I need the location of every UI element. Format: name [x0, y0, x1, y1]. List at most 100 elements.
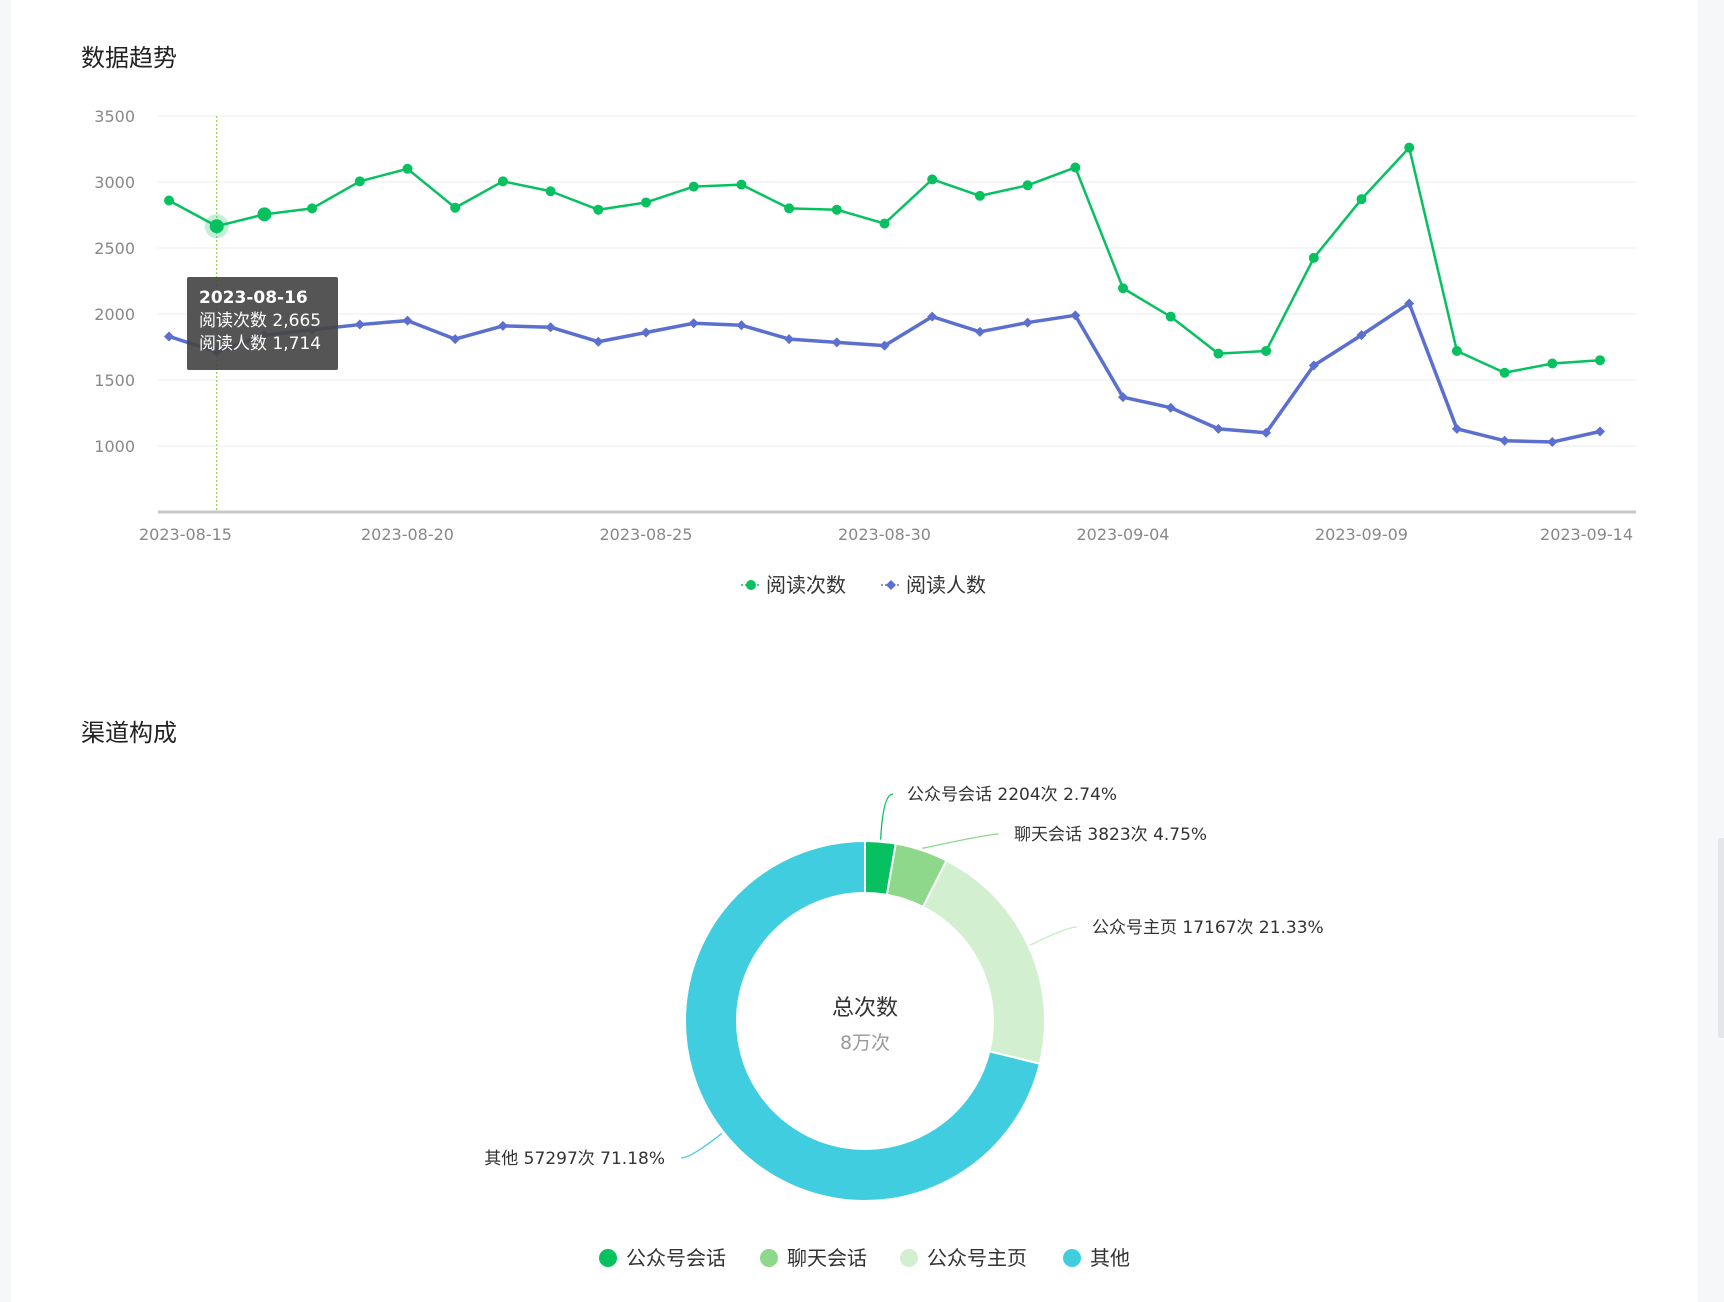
series-reads[interactable] [164, 142, 1605, 378]
data-point[interactable] [354, 319, 365, 330]
data-point[interactable] [593, 336, 604, 347]
data-point[interactable] [545, 322, 556, 333]
series-layer[interactable] [164, 142, 1605, 448]
data-point[interactable] [1213, 348, 1224, 359]
data-point[interactable] [1451, 345, 1462, 356]
series-line [168, 301, 1601, 444]
series-line [168, 146, 1601, 374]
data-point[interactable] [1118, 283, 1128, 294]
data-point[interactable] [1022, 180, 1033, 191]
data-point[interactable] [1165, 402, 1176, 413]
donut-legend-item[interactable]: 其他 [1063, 1246, 1130, 1270]
data-point[interactable] [1595, 355, 1605, 366]
legend-dot [760, 1249, 778, 1267]
data-point[interactable] [1595, 426, 1605, 437]
donut-legend-item[interactable]: 聊天会话 [760, 1246, 867, 1270]
data-point[interactable] [1070, 162, 1081, 173]
data-point[interactable] [257, 207, 272, 222]
data-point[interactable] [164, 195, 174, 206]
data-point[interactable] [1261, 427, 1272, 438]
donut-legend-item[interactable]: 公众号主页 [900, 1246, 1027, 1270]
line-legend[interactable]: 阅读次数 阅读人数 [741, 573, 986, 597]
channel-donut-chart[interactable]: 公众号会话 2204次 2.74% 聊天会话 3823次 4.75% 公众号主页 1… [11, 662, 1698, 1302]
data-point[interactable] [450, 334, 461, 345]
data-point[interactable] [1451, 423, 1462, 434]
data-point[interactable] [164, 331, 174, 342]
data-point[interactable] [688, 318, 699, 329]
data-point[interactable] [450, 202, 461, 213]
data-point[interactable] [927, 311, 938, 322]
data-point[interactable] [1118, 392, 1128, 403]
y-tick-label: 2000 [94, 305, 135, 324]
legend-item-reads[interactable]: 阅读次数 [741, 573, 846, 597]
data-point[interactable] [1070, 310, 1081, 321]
data-point[interactable] [641, 327, 651, 338]
data-point[interactable] [831, 337, 842, 348]
data-point[interactable] [1308, 252, 1319, 263]
data-point[interactable] [354, 176, 365, 187]
y-axis: 1000 1500 2000 2500 3000 3500 [94, 107, 135, 456]
data-point[interactable] [879, 340, 890, 351]
data-point[interactable] [831, 204, 842, 215]
y-tick-label: 1500 [94, 371, 135, 390]
data-point[interactable] [736, 179, 747, 190]
donut-legend[interactable]: 公众号会话 聊天会话 公众号主页 其他 [599, 1246, 1130, 1270]
donut-center: 总次数 8万次 [832, 996, 898, 1054]
data-point[interactable] [1165, 311, 1176, 322]
legend-label: 阅读次数 [766, 573, 846, 597]
data-point[interactable] [209, 219, 224, 234]
y-tick-label: 3000 [94, 173, 135, 192]
data-point[interactable] [1261, 345, 1272, 356]
data-point[interactable] [1022, 317, 1033, 328]
data-point[interactable] [1547, 358, 1558, 369]
data-point[interactable] [545, 186, 556, 197]
data-point[interactable] [593, 204, 604, 215]
data-point[interactable] [497, 176, 508, 187]
data-point[interactable] [1356, 330, 1367, 341]
donut-slices[interactable] [684, 839, 1046, 1202]
legend-label: 其他 [1090, 1246, 1130, 1270]
data-point[interactable] [688, 181, 699, 192]
legend-dot [599, 1249, 617, 1267]
donut-slice[interactable] [684, 839, 1042, 1202]
data-point[interactable] [402, 315, 413, 326]
data-point[interactable] [1499, 435, 1510, 446]
data-point[interactable] [497, 320, 508, 331]
callout-line [922, 833, 1000, 849]
callout-line [879, 793, 894, 840]
donut-slice[interactable] [921, 859, 1046, 1065]
data-point[interactable] [1499, 367, 1510, 378]
series-readers[interactable] [164, 298, 1605, 448]
x-tick-label: 2023-08-20 [361, 525, 454, 544]
y-grid [158, 115, 1636, 447]
donut-legend-item[interactable]: 公众号会话 [599, 1246, 726, 1270]
data-point[interactable] [736, 320, 747, 331]
data-point[interactable] [307, 203, 318, 214]
callout-label: 其他 57297次 71.18% [484, 1149, 665, 1169]
data-point[interactable] [402, 163, 413, 174]
data-point[interactable] [1213, 423, 1224, 434]
data-point[interactable] [1404, 142, 1415, 153]
legend-item-readers[interactable]: 阅读人数 [881, 573, 986, 597]
data-point[interactable] [927, 174, 938, 185]
data-point[interactable] [1547, 437, 1558, 448]
data-point[interactable] [1308, 360, 1319, 371]
y-tick-label: 3500 [94, 107, 135, 126]
data-point[interactable] [974, 326, 985, 337]
callout-label: 公众号主页 17167次 21.33% [1092, 918, 1324, 938]
data-point[interactable] [784, 334, 795, 345]
legend-label: 公众号主页 [927, 1246, 1027, 1270]
data-point[interactable] [974, 190, 985, 201]
callout-label: 公众号会话 2204次 2.74% [907, 785, 1117, 805]
data-point[interactable] [1356, 194, 1367, 205]
side-scroll-handle[interactable] [1718, 838, 1724, 1038]
data-point[interactable] [1404, 298, 1415, 309]
data-point[interactable] [784, 203, 795, 214]
channel-section-title: 渠道构成 [81, 719, 177, 747]
trend-section-title: 数据趋势 [81, 44, 177, 72]
x-axis: 2023-08-15 2023-08-20 2023-08-25 2023-08-30… [139, 510, 1636, 544]
data-point[interactable] [641, 197, 651, 208]
x-tick-label: 2023-08-25 [600, 525, 693, 544]
data-point[interactable] [879, 218, 890, 229]
